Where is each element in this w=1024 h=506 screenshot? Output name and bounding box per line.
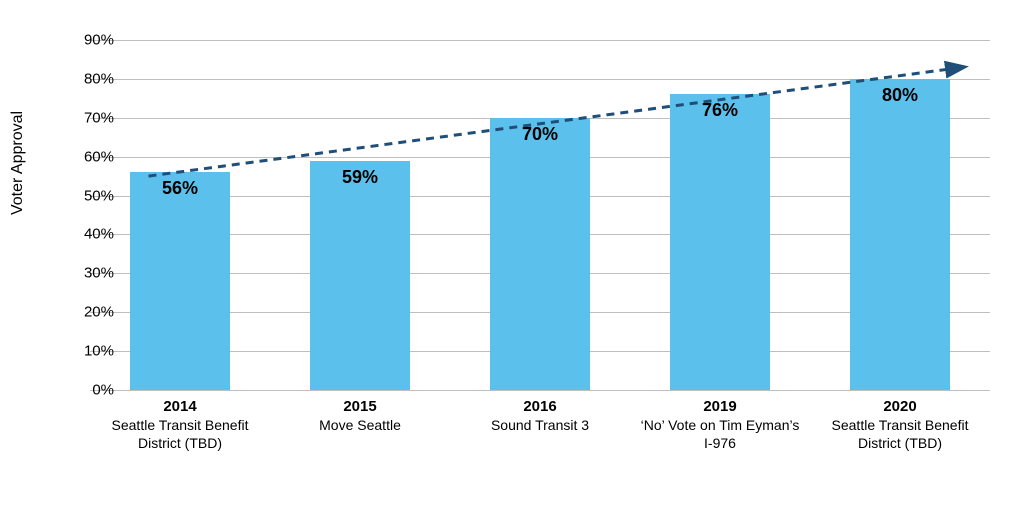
y-tick-label: 30% bbox=[54, 265, 114, 282]
y-tick-label: 40% bbox=[54, 226, 114, 243]
bar-value-label: 56% bbox=[130, 178, 230, 199]
gridline bbox=[90, 390, 990, 391]
bar-value-label: 76% bbox=[670, 100, 770, 121]
x-year: 2014 bbox=[95, 398, 265, 415]
bar-value-label: 59% bbox=[310, 167, 410, 188]
bar bbox=[670, 94, 770, 390]
x-desc: Seattle Transit Benefit District (TBD) bbox=[95, 417, 265, 452]
y-axis-label: Voter Approval bbox=[9, 111, 27, 215]
bar bbox=[310, 161, 410, 390]
bar bbox=[130, 172, 230, 390]
x-category: 2019 ‘No’ Vote on Tim Eyman’s I-976 bbox=[635, 398, 805, 452]
x-year: 2016 bbox=[455, 398, 625, 415]
x-year: 2019 bbox=[635, 398, 805, 415]
gridline bbox=[90, 40, 990, 41]
bar bbox=[490, 118, 590, 390]
chart-container: 56% 59% 70% 76% 80% bbox=[90, 40, 990, 390]
x-desc: ‘No’ Vote on Tim Eyman’s I-976 bbox=[635, 417, 805, 452]
bar-value-label: 70% bbox=[490, 124, 590, 145]
x-category: 2014 Seattle Transit Benefit District (TB… bbox=[95, 398, 265, 452]
bar bbox=[850, 79, 950, 390]
x-category: 2020 Seattle Transit Benefit District (TB… bbox=[815, 398, 985, 452]
y-tick-label: 60% bbox=[54, 148, 114, 165]
x-category: 2015 Move Seattle bbox=[275, 398, 445, 435]
x-desc: Sound Transit 3 bbox=[455, 417, 625, 435]
plot-area: 56% 59% 70% 76% 80% bbox=[90, 40, 990, 390]
x-year: 2015 bbox=[275, 398, 445, 415]
x-category: 2016 Sound Transit 3 bbox=[455, 398, 625, 435]
x-desc: Seattle Transit Benefit District (TBD) bbox=[815, 417, 985, 452]
bar-value-label: 80% bbox=[850, 85, 950, 106]
x-year: 2020 bbox=[815, 398, 985, 415]
y-tick-label: 10% bbox=[54, 343, 114, 360]
y-tick-label: 80% bbox=[54, 70, 114, 87]
y-tick-label: 90% bbox=[54, 32, 114, 49]
y-tick-label: 50% bbox=[54, 187, 114, 204]
y-tick-label: 20% bbox=[54, 304, 114, 321]
x-desc: Move Seattle bbox=[275, 417, 445, 435]
y-tick-label: 70% bbox=[54, 109, 114, 126]
y-tick-label: 0% bbox=[54, 382, 114, 399]
